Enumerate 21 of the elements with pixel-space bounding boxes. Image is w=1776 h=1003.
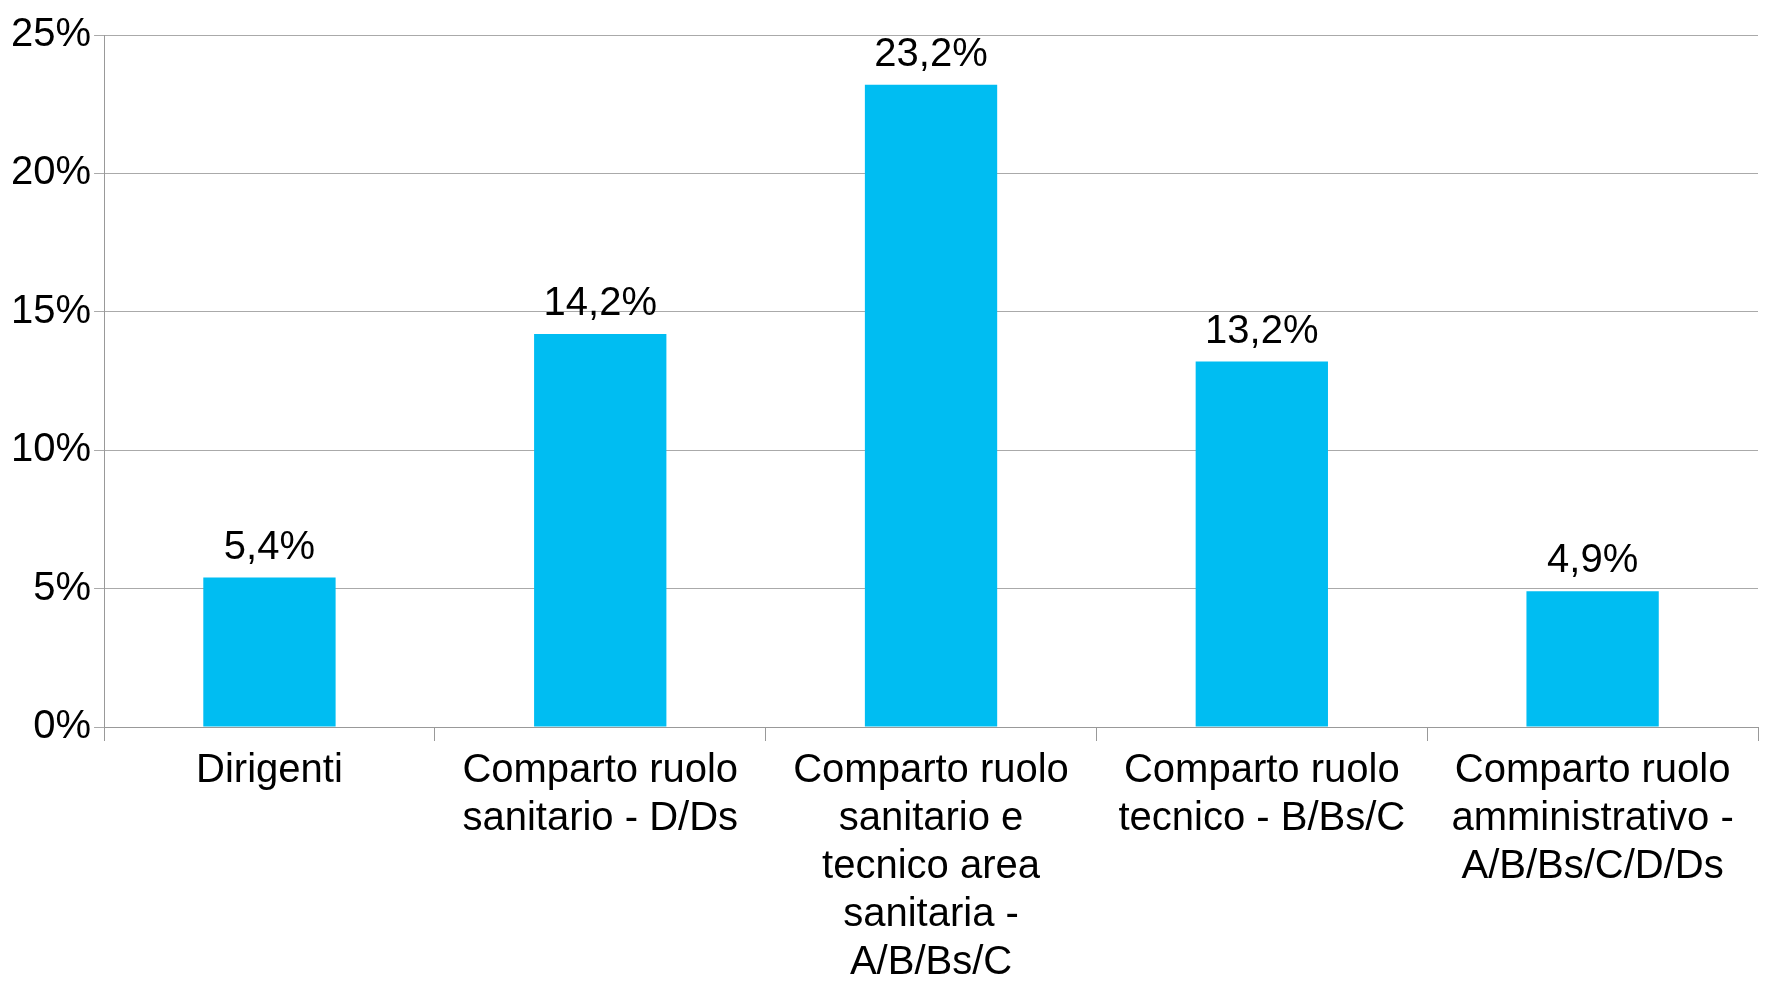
x-tick-label: Comparto ruolo sanitario e tecnico area sanitaria - A/B/Bs/C bbox=[793, 746, 1069, 983]
data-label: 14,2% bbox=[543, 278, 657, 323]
bar bbox=[864, 84, 998, 727]
y-tick-label: 25% bbox=[11, 10, 92, 55]
y-tick-label: 20% bbox=[11, 148, 92, 193]
x-tick-label: Dirigenti bbox=[196, 746, 343, 791]
y-tick-label: 10% bbox=[11, 425, 92, 470]
bar bbox=[534, 333, 667, 727]
x-tick-label: Comparto ruolo sanitario - D/Ds bbox=[462, 746, 739, 839]
data-label: 13,2% bbox=[1205, 306, 1319, 351]
y-tick-label: 15% bbox=[11, 286, 92, 331]
x-tick-label: Comparto ruolo tecnico - B/Bs/C bbox=[1118, 746, 1406, 839]
x-tick-label: Comparto ruolo amministrativo - A/B/Bs/C/D/Ds bbox=[1451, 746, 1734, 887]
bar bbox=[203, 577, 336, 727]
bar bbox=[1526, 591, 1659, 727]
data-label: 23,2% bbox=[874, 29, 988, 74]
y-tick-label: 5% bbox=[33, 563, 92, 608]
data-label: 5,4% bbox=[223, 522, 316, 567]
data-label: 4,9% bbox=[1547, 536, 1639, 581]
bar bbox=[1195, 361, 1328, 727]
y-tick-label: 0% bbox=[33, 702, 92, 747]
